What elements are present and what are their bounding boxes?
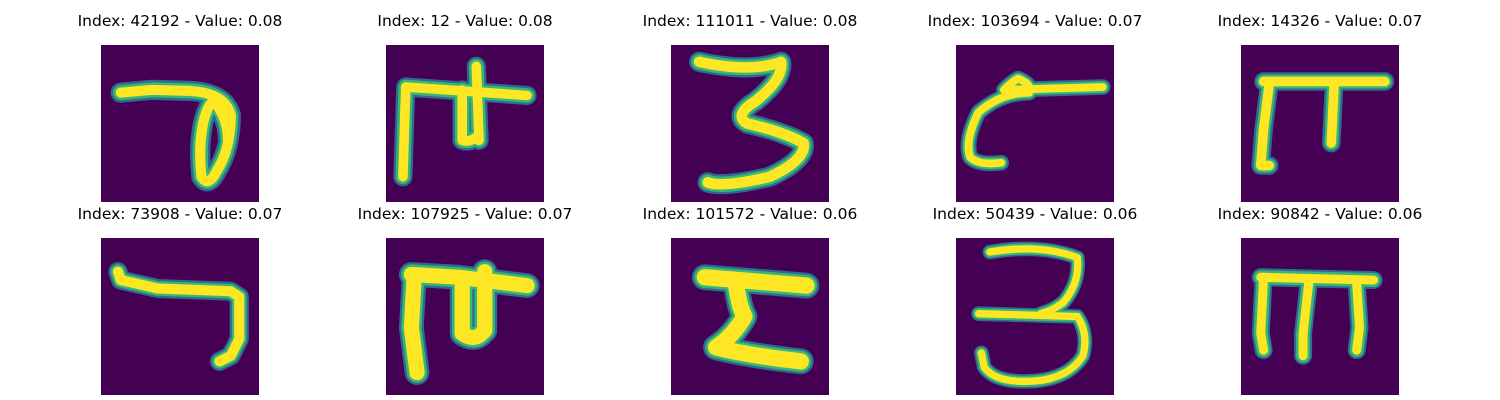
image-panel: Index: 90842 - Value: 0.06 [1210,204,1430,394]
glyph-image [671,238,829,395]
image-panel: Index: 101572 - Value: 0.06 [640,204,860,394]
image-panel: Index: 14326 - Value: 0.07 [1210,11,1430,201]
panel-title: Index: 12 - Value: 0.08 [355,11,575,31]
glyph-image [956,45,1114,202]
glyph-image [1241,238,1399,395]
panel-title: Index: 103694 - Value: 0.07 [925,11,1145,31]
image-panel: Index: 42192 - Value: 0.08 [70,11,290,201]
panel-title: Index: 111011 - Value: 0.08 [640,11,860,31]
panel-title: Index: 50439 - Value: 0.06 [925,204,1145,224]
glyph-image [671,45,829,202]
panel-title: Index: 14326 - Value: 0.07 [1210,11,1430,31]
image-panel: Index: 111011 - Value: 0.08 [640,11,860,201]
panel-title: Index: 73908 - Value: 0.07 [70,204,290,224]
panel-title: Index: 42192 - Value: 0.08 [70,11,290,31]
image-panel: Index: 73908 - Value: 0.07 [70,204,290,394]
image-panel: Index: 107925 - Value: 0.07 [355,204,575,394]
glyph-image [956,238,1114,395]
image-panel: Index: 50439 - Value: 0.06 [925,204,1145,394]
glyph-image [101,45,259,202]
panel-title: Index: 90842 - Value: 0.06 [1210,204,1430,224]
glyph-image [386,238,544,395]
glyph-image [1241,45,1399,202]
glyph-image [386,45,544,202]
panel-title: Index: 107925 - Value: 0.07 [355,204,575,224]
glyph-image [101,238,259,395]
image-panel: Index: 12 - Value: 0.08 [355,11,575,201]
image-panel: Index: 103694 - Value: 0.07 [925,11,1145,201]
panel-title: Index: 101572 - Value: 0.06 [640,204,860,224]
